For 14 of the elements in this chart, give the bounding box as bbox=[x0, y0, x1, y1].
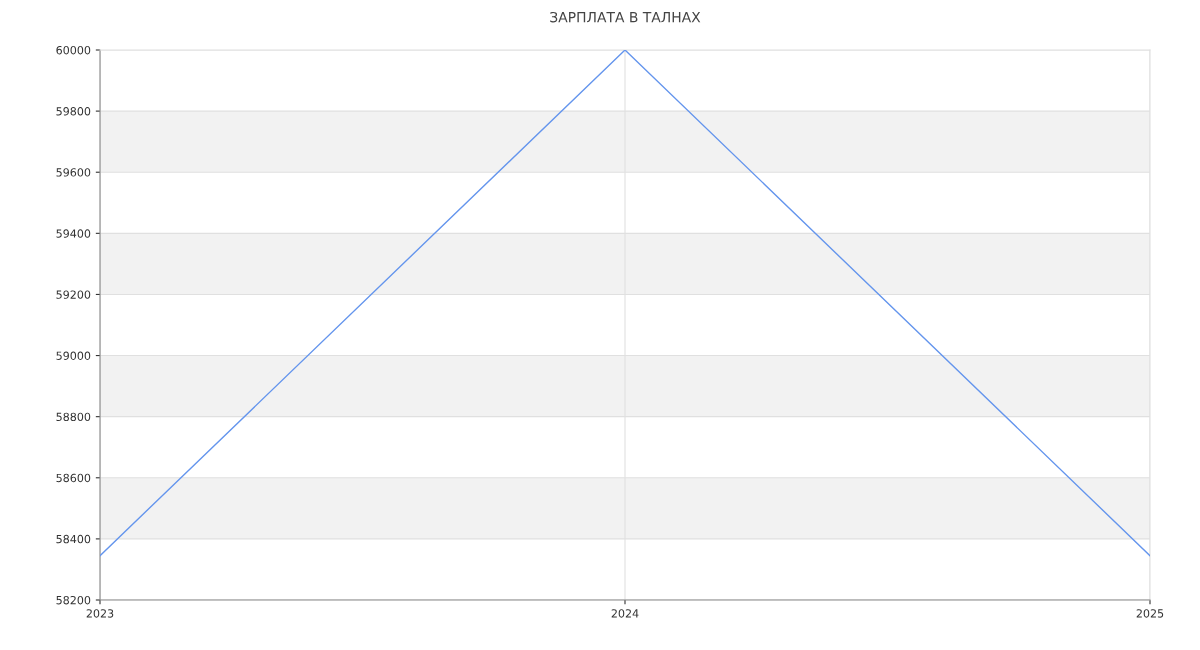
y-tick-label: 58200 bbox=[56, 595, 91, 605]
y-tick-label: 58400 bbox=[56, 534, 91, 544]
chart-title: ЗАРПЛАТА В ТАЛНАХ bbox=[550, 11, 701, 23]
x-tick-label: 2025 bbox=[1136, 609, 1164, 618]
y-tick-label: 58600 bbox=[56, 473, 91, 483]
y-tick-label: 59000 bbox=[56, 351, 91, 360]
y-tick-label: 58800 bbox=[56, 412, 91, 422]
x-tick-label: 2023 bbox=[86, 609, 114, 618]
y-tick-label: 60000 bbox=[56, 45, 91, 55]
y-tick-label: 59400 bbox=[56, 229, 91, 238]
y-tick-label: 59800 bbox=[56, 107, 91, 116]
x-tick-label: 2024 bbox=[611, 609, 639, 618]
y-tick-label: 59200 bbox=[56, 290, 91, 299]
y-tick-label: 59600 bbox=[56, 168, 91, 177]
